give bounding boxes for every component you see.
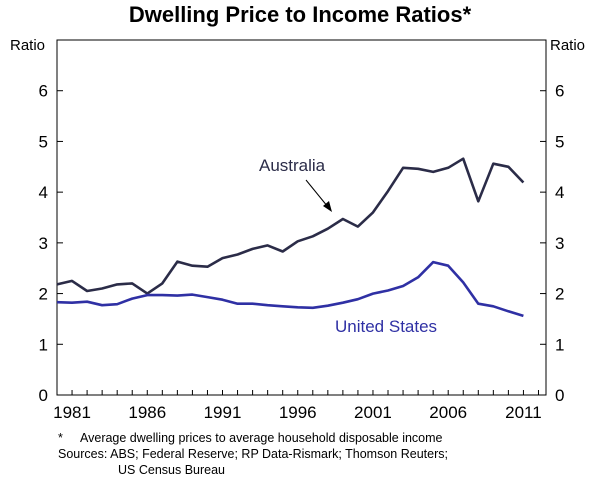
chart-title: Dwelling Price to Income Ratios* <box>128 2 472 27</box>
y-axis-label-right: Ratio <box>550 37 585 54</box>
x-tick-label: 2006 <box>429 403 467 422</box>
x-tick-label: 1996 <box>279 403 317 422</box>
y-tick-label-right: 3 <box>555 234 564 253</box>
y-tick-label-left: 4 <box>39 183 48 202</box>
annotation-united-states: United States <box>335 317 437 336</box>
y-tick-label-left: 3 <box>39 234 48 253</box>
annotation-australia: Australia <box>259 156 326 175</box>
y-tick-label-left: 0 <box>39 386 48 405</box>
sources-line-2: US Census Bureau <box>118 463 226 477</box>
footnote-text: Average dwelling prices to average house… <box>80 431 443 445</box>
annotation-arrow-line <box>305 179 329 208</box>
series-line-australia <box>56 157 525 295</box>
y-tick-label-left: 6 <box>39 82 48 101</box>
y-tick-label-left: 2 <box>39 285 48 304</box>
y-tick-label-left: 5 <box>39 132 48 151</box>
plot-frame <box>56 39 547 396</box>
y-tick-label-right: 1 <box>555 335 564 354</box>
footnote-marker: * <box>58 431 63 445</box>
x-tick-label: 2001 <box>354 403 392 422</box>
annotation-arrow-head <box>323 201 332 212</box>
y-tick-label-right: 4 <box>555 183 564 202</box>
sources-line-1: Sources: ABS; Federal Reserve; RP Data-R… <box>58 447 448 461</box>
y-tick-label-right: 6 <box>555 82 564 101</box>
y-tick-label-right: 5 <box>555 132 564 151</box>
y-tick-label-left: 1 <box>39 335 48 354</box>
y-axis-label-left: Ratio <box>10 37 45 54</box>
y-tick-label-right: 2 <box>555 285 564 304</box>
x-tick-label: 1981 <box>53 403 91 422</box>
chart-canvas: Ratio Ratio 0 0 1 1 2 2 3 3 4 4 5 5 6 6 1981 1986 1991 19… <box>10 37 585 422</box>
x-tick-label: 1991 <box>204 403 242 422</box>
y-tick-label-right: 0 <box>555 386 564 405</box>
x-tick-label: 2011 <box>505 403 542 422</box>
x-tick-label: 1986 <box>128 403 166 422</box>
series-line-united-states <box>56 260 524 318</box>
